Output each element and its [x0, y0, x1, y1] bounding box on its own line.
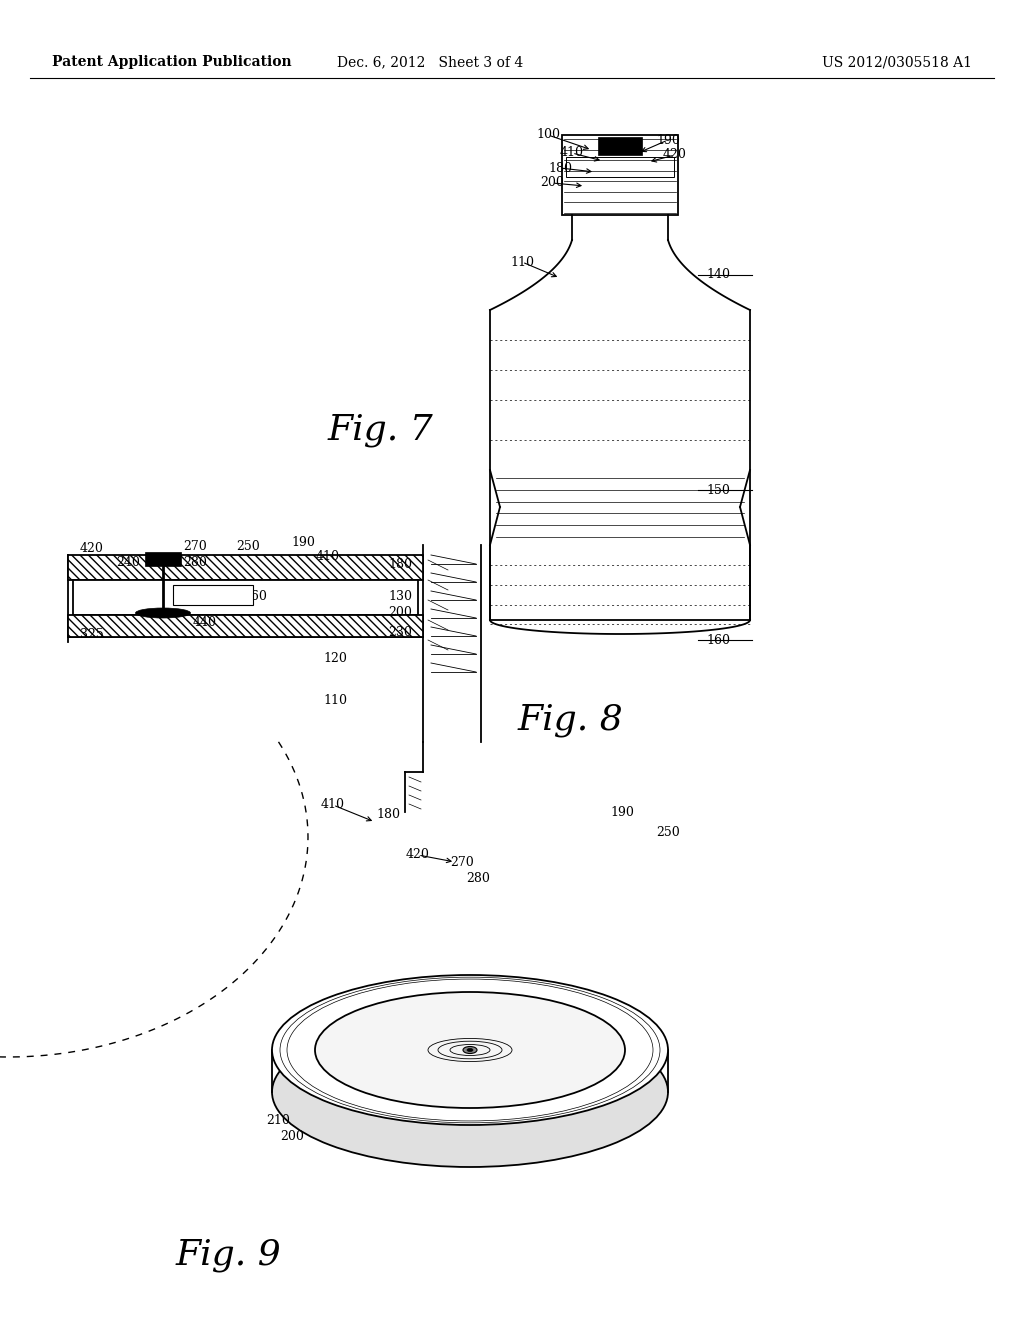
Text: 420: 420 [664, 149, 687, 161]
Text: 200: 200 [280, 1130, 304, 1143]
Text: 240: 240 [116, 557, 140, 569]
Text: 150: 150 [707, 483, 730, 496]
Text: 190: 190 [610, 807, 634, 820]
Text: Fig. 9: Fig. 9 [175, 1238, 281, 1272]
Text: 120: 120 [323, 652, 347, 664]
Bar [73, 579, 418, 615]
Text: 410: 410 [316, 550, 340, 564]
Text: 440: 440 [193, 615, 217, 628]
Text: 430: 430 [210, 590, 234, 603]
Ellipse shape [135, 609, 190, 618]
Text: 190: 190 [656, 133, 680, 147]
Ellipse shape [315, 993, 625, 1107]
Text: Fig. 8: Fig. 8 [517, 704, 623, 737]
Text: 110: 110 [510, 256, 534, 268]
Text: Dec. 6, 2012   Sheet 3 of 4: Dec. 6, 2012 Sheet 3 of 4 [337, 55, 523, 69]
Ellipse shape [463, 1047, 477, 1053]
Text: 180: 180 [388, 558, 412, 572]
Text: Fig. 7: Fig. 7 [327, 413, 433, 447]
Text: 100: 100 [536, 128, 560, 141]
Text: 270: 270 [451, 855, 474, 869]
Text: 110: 110 [323, 693, 347, 706]
Bar [68, 615, 423, 638]
Text: 230: 230 [388, 626, 412, 639]
Text: 420: 420 [80, 541, 104, 554]
Text: 180: 180 [376, 808, 400, 821]
Text: 190: 190 [291, 536, 315, 549]
Text: 410: 410 [560, 147, 584, 160]
Ellipse shape [272, 1016, 668, 1167]
Bar [566, 157, 674, 177]
Text: 140: 140 [706, 268, 730, 281]
Text: 270: 270 [183, 540, 207, 553]
Bar [598, 137, 642, 154]
Text: 200: 200 [540, 177, 564, 190]
Text: 200: 200 [388, 606, 412, 619]
Text: 280: 280 [466, 871, 489, 884]
Text: 160: 160 [706, 634, 730, 647]
Bar [145, 552, 181, 566]
Text: US 2012/0305518 A1: US 2012/0305518 A1 [822, 55, 972, 69]
Text: 325: 325 [80, 628, 103, 642]
Text: 420: 420 [407, 849, 430, 862]
Bar [562, 135, 678, 215]
Ellipse shape [467, 1048, 473, 1052]
Text: Patent Application Publication: Patent Application Publication [52, 55, 292, 69]
Ellipse shape [272, 975, 668, 1125]
Text: 180: 180 [548, 161, 572, 174]
Text: 130: 130 [388, 590, 412, 603]
Bar [68, 554, 423, 579]
Text: 260: 260 [243, 590, 267, 603]
Bar [173, 585, 253, 605]
Text: 250: 250 [656, 825, 680, 838]
Text: 250: 250 [237, 540, 260, 553]
Text: 280: 280 [183, 556, 207, 569]
Text: 210: 210 [266, 1114, 290, 1126]
Text: 410: 410 [321, 799, 345, 812]
